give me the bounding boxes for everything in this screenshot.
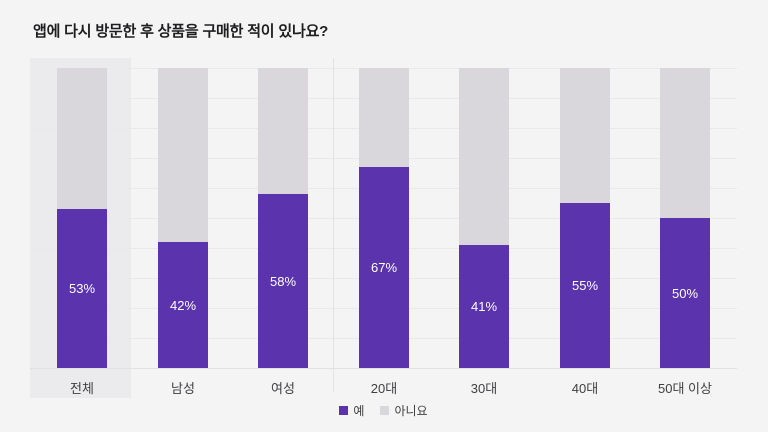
- legend-item-no: 아니요: [380, 402, 428, 419]
- bar-segment-no: [57, 68, 107, 209]
- bar-segment-no: [359, 68, 409, 167]
- x-axis-label-3: 여성: [271, 381, 295, 396]
- bar-value-label: 50%: [671, 285, 699, 301]
- legend-label-yes: 예: [353, 404, 365, 418]
- x-axis-label-7: 50대 이상: [658, 381, 712, 396]
- bar-segment-yes: 67%: [359, 167, 409, 368]
- bar-value-label: 53%: [68, 281, 96, 296]
- bar-value-label: 42%: [169, 297, 197, 313]
- bar-value-label: 55%: [571, 278, 599, 293]
- bar-segment-no: [660, 68, 710, 218]
- legend-label-no: 아니요: [394, 404, 428, 418]
- bar-segment-yes: 42%: [158, 242, 208, 368]
- x-axis-label-1: 전체: [70, 381, 94, 396]
- bar-segment-yes: 50%: [660, 218, 710, 368]
- x-axis-label-6: 40대: [571, 381, 599, 396]
- chart-area: 53% 42% 58% 67% 41% 55% 50% 전체 남성 여성 20대 30대 40대 50대…: [30, 58, 737, 419]
- bar-7: 50%: [660, 68, 710, 368]
- x-axis-baseline: [30, 368, 737, 369]
- bar-1: 53%: [57, 68, 107, 368]
- bar-segment-no: [258, 68, 308, 194]
- bar-6: 55%: [560, 68, 610, 368]
- legend-swatch-no-icon: [380, 406, 390, 415]
- legend: 예 아니요: [30, 402, 737, 419]
- bar-5: 41%: [459, 68, 509, 368]
- chart-title: 앱에 다시 방문한 후 상품을 구매한 적이 있나요?: [33, 23, 329, 40]
- x-axis-label-5: 30대: [470, 381, 498, 396]
- bar-segment-yes: 41%: [459, 245, 509, 368]
- bar-2: 42%: [158, 68, 208, 368]
- bar-value-label: 58%: [269, 273, 297, 289]
- bar-segment-no: [158, 68, 208, 242]
- bar-4: 67%: [359, 68, 409, 368]
- legend-swatch-yes-icon: [339, 406, 349, 415]
- group-divider: [333, 58, 334, 392]
- bar-segment-yes: 58%: [258, 194, 308, 368]
- legend-item-yes: 예: [339, 402, 364, 419]
- x-axis-label-4: 20대: [370, 381, 398, 396]
- bar-value-label: 41%: [470, 299, 498, 314]
- bar-segment-no: [560, 68, 610, 203]
- bar-segment-yes: 55%: [560, 203, 610, 368]
- x-axis-label-2: 남성: [171, 381, 195, 396]
- bar-3: 58%: [258, 68, 308, 368]
- bar-segment-yes: 53%: [57, 209, 107, 368]
- bar-value-label: 67%: [370, 260, 398, 275]
- bar-segment-no: [459, 68, 509, 245]
